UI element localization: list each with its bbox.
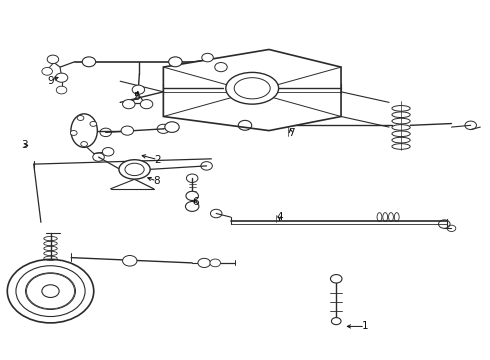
Circle shape <box>77 116 84 121</box>
Circle shape <box>132 85 145 94</box>
Ellipse shape <box>226 72 279 104</box>
Text: 8: 8 <box>153 176 160 186</box>
Text: 9: 9 <box>47 76 54 86</box>
Ellipse shape <box>234 78 270 99</box>
Ellipse shape <box>125 163 144 176</box>
Circle shape <box>36 280 65 302</box>
Circle shape <box>47 55 59 64</box>
Ellipse shape <box>119 160 150 179</box>
Circle shape <box>42 285 59 297</box>
Circle shape <box>81 141 88 147</box>
Circle shape <box>185 202 199 211</box>
Polygon shape <box>34 268 58 280</box>
Circle shape <box>42 67 52 75</box>
Circle shape <box>102 148 114 156</box>
Circle shape <box>55 73 68 82</box>
Circle shape <box>215 63 227 72</box>
Circle shape <box>330 275 342 283</box>
Circle shape <box>90 121 97 126</box>
Circle shape <box>71 130 77 135</box>
Text: 3: 3 <box>21 140 27 150</box>
Circle shape <box>16 266 85 316</box>
Text: 1: 1 <box>362 321 368 332</box>
Circle shape <box>121 126 134 135</box>
Circle shape <box>56 86 67 94</box>
Circle shape <box>7 259 94 323</box>
Circle shape <box>169 57 182 67</box>
Text: 6: 6 <box>192 197 199 207</box>
Circle shape <box>210 259 220 267</box>
Text: 7: 7 <box>288 129 294 139</box>
Text: 4: 4 <box>276 212 283 222</box>
Circle shape <box>122 256 137 266</box>
Circle shape <box>331 318 341 325</box>
Ellipse shape <box>71 114 98 147</box>
Circle shape <box>198 258 210 267</box>
Circle shape <box>186 191 198 201</box>
Circle shape <box>140 100 153 109</box>
Circle shape <box>165 122 179 132</box>
Polygon shape <box>163 49 341 131</box>
Text: 5: 5 <box>134 92 140 102</box>
Circle shape <box>122 100 135 109</box>
Circle shape <box>202 53 213 62</box>
Circle shape <box>82 57 96 67</box>
Text: 2: 2 <box>154 154 161 165</box>
Circle shape <box>25 273 75 310</box>
Ellipse shape <box>26 274 74 309</box>
